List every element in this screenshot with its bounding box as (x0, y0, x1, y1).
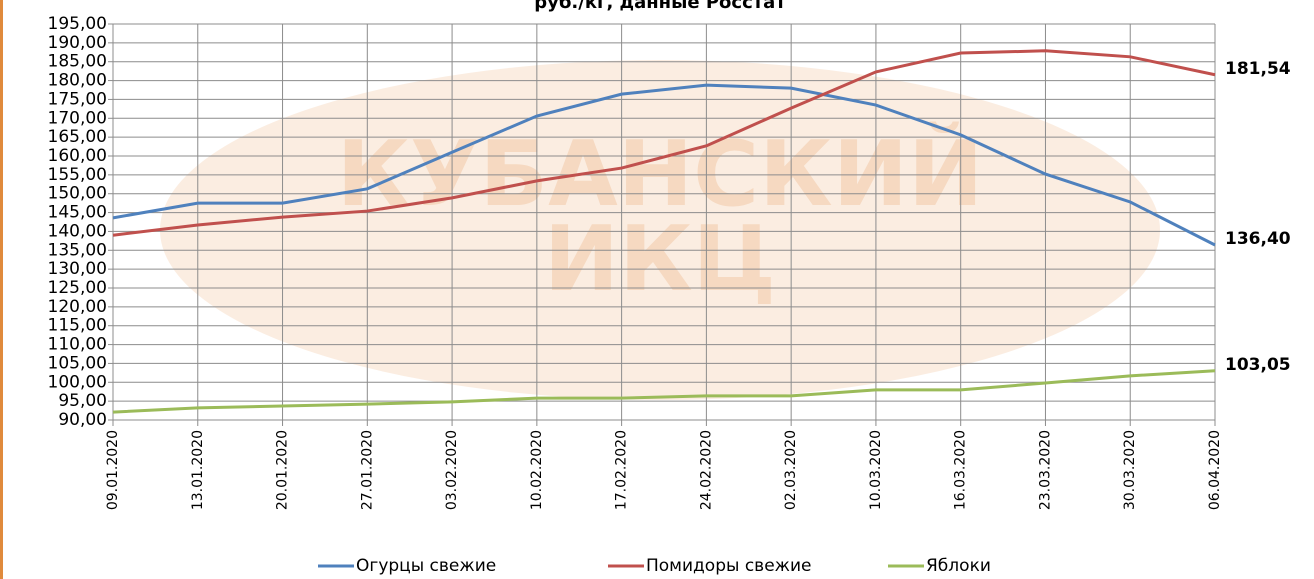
y-tick-label: 195,00 (48, 14, 107, 34)
y-tick-label: 140,00 (48, 221, 107, 241)
x-tick-label: 02.03.2020 (783, 430, 799, 510)
x-tick-label: 09.01.2020 (105, 430, 121, 510)
x-tick-label: 23.03.2020 (1037, 430, 1053, 510)
x-tick-label: 03.02.2020 (444, 430, 460, 510)
data-label: 181,54 (1225, 59, 1291, 79)
legend-label: Яблоки (926, 556, 991, 576)
y-tick-label: 120,00 (48, 297, 107, 317)
y-tick-label: 135,00 (48, 240, 107, 260)
x-tick-label: 27.01.2020 (359, 430, 375, 510)
x-tick-label: 10.02.2020 (529, 430, 545, 510)
x-tick-label: 10.03.2020 (868, 430, 884, 510)
y-tick-label: 170,00 (48, 108, 107, 128)
x-tick-label: 16.03.2020 (953, 430, 969, 510)
y-tick-label: 115,00 (48, 316, 107, 336)
y-tick-label: 145,00 (48, 203, 107, 223)
y-tick-label: 95,00 (58, 391, 107, 411)
y-tick-label: 90,00 (58, 410, 107, 430)
y-tick-label: 165,00 (48, 127, 107, 147)
y-tick-label: 125,00 (48, 278, 107, 298)
x-tick-label: 06.04.2020 (1207, 430, 1223, 510)
chart: КУБАНСКИЙ ИКЦ руб./кг, данные Росстат 90… (0, 0, 1314, 579)
x-tick-label: 17.02.2020 (614, 430, 630, 510)
x-tick-label: 20.01.2020 (275, 430, 291, 510)
frame-border (0, 0, 3, 579)
y-tick-label: 185,00 (48, 52, 107, 72)
y-tick-label: 100,00 (48, 372, 107, 392)
legend-label: Огурцы свежие (356, 556, 496, 576)
legend-label: Помидоры свежие (646, 556, 811, 576)
y-tick-label: 110,00 (48, 335, 107, 355)
x-tick-label: 13.01.2020 (190, 430, 206, 510)
chart-title: руб./кг, данные Росстат (534, 0, 786, 13)
y-tick-label: 175,00 (48, 89, 107, 109)
y-tick-label: 105,00 (48, 353, 107, 373)
x-tick-label: 24.02.2020 (698, 430, 714, 510)
data-label: 136,40 (1225, 229, 1291, 249)
x-tick-label: 30.03.2020 (1122, 430, 1138, 510)
watermark: ИКЦ (544, 207, 776, 312)
y-tick-label: 160,00 (48, 146, 107, 166)
y-tick-label: 180,00 (48, 71, 107, 91)
y-tick-label: 190,00 (48, 33, 107, 53)
y-tick-label: 155,00 (48, 165, 107, 185)
y-tick-label: 130,00 (48, 259, 107, 279)
data-label: 103,05 (1225, 355, 1291, 375)
y-tick-label: 150,00 (48, 184, 107, 204)
